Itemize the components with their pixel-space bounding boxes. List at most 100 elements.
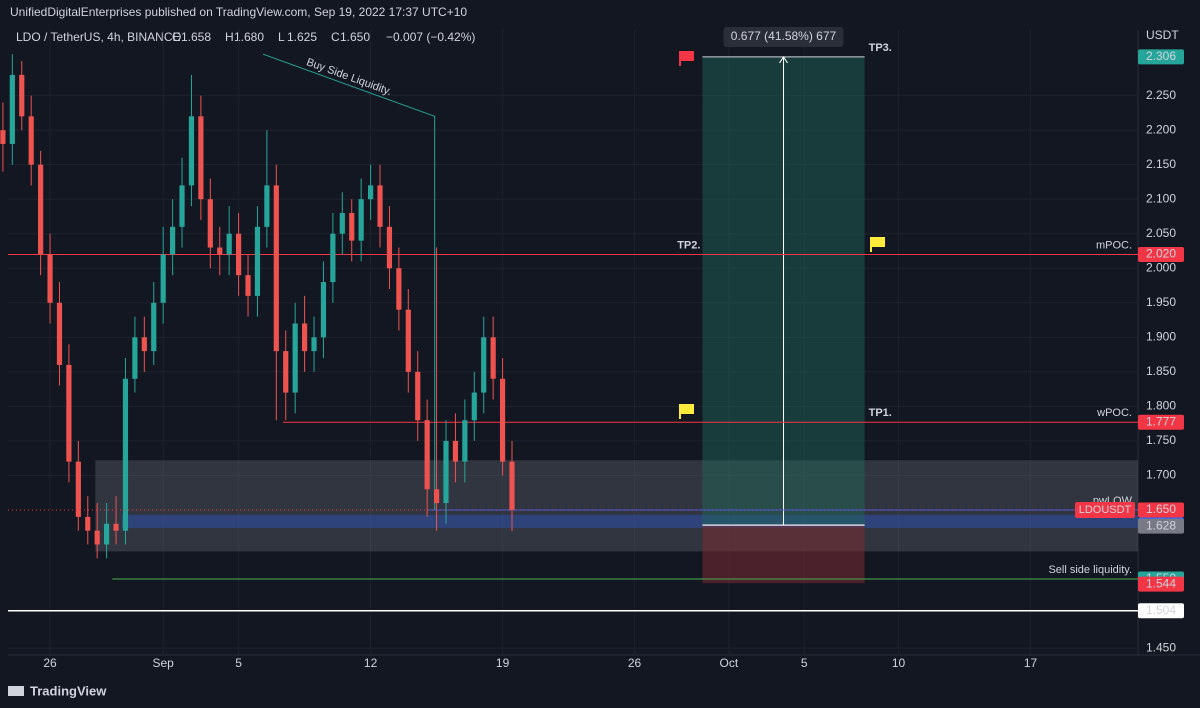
x-tick-label: 12: [364, 656, 378, 670]
price-tag-label: 1.777: [1146, 414, 1176, 428]
candle-body: [38, 164, 44, 255]
candle-body: [207, 199, 213, 248]
ohlc-value: 1.625: [287, 30, 317, 44]
x-tick-label: 10: [892, 656, 906, 670]
flag: [871, 237, 885, 247]
flag: [680, 51, 694, 61]
candle-body: [94, 530, 100, 545]
candle-body: [236, 233, 242, 276]
candle-body: [349, 213, 355, 241]
footer-brand: TradingView: [30, 683, 107, 698]
candle-body: [462, 420, 468, 462]
y-tick-label: 1.700: [1146, 468, 1176, 482]
candle-body: [217, 247, 223, 255]
candle-body: [330, 233, 336, 283]
target-label: TP3.: [869, 42, 892, 54]
candle-body: [481, 337, 487, 393]
price-tag-label: 1.650: [1146, 502, 1176, 516]
candle-body: [273, 185, 279, 352]
candle-body: [151, 302, 157, 352]
last-price-name: LDOUSDT: [1079, 504, 1132, 516]
candle-body: [160, 254, 166, 303]
price-tag: [1138, 414, 1184, 430]
x-tick-label: 5: [235, 656, 242, 670]
candle-body: [226, 233, 232, 255]
level-label: wPOC.: [1096, 407, 1132, 419]
arrow-head: [779, 56, 788, 64]
zone: [121, 514, 1139, 528]
y-tick-label: 1.850: [1146, 364, 1176, 378]
stop-zone: [702, 525, 865, 584]
ohlc-value: 1.680: [234, 30, 264, 44]
price-tag-label: 1.504: [1146, 603, 1176, 617]
candle-body: [254, 226, 261, 296]
candle-body: [377, 185, 383, 227]
candle-body: [405, 309, 411, 372]
candle-body: [170, 226, 176, 255]
candle-body: [490, 337, 496, 379]
candle-body: [283, 351, 289, 393]
candle-body: [320, 282, 327, 338]
price-tag-label: 1.628: [1146, 518, 1176, 532]
y-tick-label: 1.450: [1146, 640, 1176, 654]
x-tick-label: 5: [801, 656, 808, 670]
target-label: TP1.: [869, 407, 892, 419]
y-tick-label: 1.800: [1146, 399, 1176, 413]
y-tick-label: 2.100: [1146, 191, 1176, 205]
candle-body: [188, 116, 195, 186]
candle-body: [85, 516, 91, 531]
candle-body: [56, 302, 63, 365]
candle-body: [509, 461, 515, 510]
y-tick-label: 1.750: [1146, 433, 1176, 447]
candle-body: [28, 116, 34, 165]
x-tick-label: 26: [628, 656, 642, 670]
candle-body: [311, 337, 317, 352]
x-tick-label: 26: [43, 656, 57, 670]
logo: [8, 686, 24, 696]
stats-box: [723, 27, 844, 47]
price-tag-label: 1.544: [1146, 576, 1176, 590]
symbol-title: LDO / TetherUS, 4h, BINANCE: [16, 30, 181, 44]
candle-body: [198, 116, 204, 200]
price-tag: [1138, 246, 1184, 262]
candle-body: [264, 185, 270, 227]
publisher: UnifiedDigitalEnterprises published on T…: [10, 5, 467, 19]
y-tick-label: 2.200: [1146, 122, 1176, 136]
candle-body: [339, 213, 345, 234]
drawing-line: [262, 53, 436, 510]
x-tick-label: 17: [1024, 656, 1038, 670]
ohlc-name: L: [278, 30, 285, 44]
unit: USDT: [1146, 28, 1179, 42]
candle-body: [113, 523, 119, 531]
candle-body: [245, 275, 251, 296]
y-tick-label: 2.000: [1146, 260, 1176, 274]
candle-body: [104, 523, 110, 545]
zone: [95, 460, 1139, 552]
candle-body: [443, 440, 449, 504]
y-tick-label: 2.050: [1146, 226, 1176, 240]
candle-body: [292, 323, 298, 393]
candle-body: [499, 378, 506, 462]
candle-body: [0, 130, 6, 144]
ohlc-value: 1.658: [181, 30, 211, 44]
candle-body: [132, 337, 138, 379]
target-label: TP2.: [677, 239, 700, 251]
y-tick-label: 2.250: [1146, 88, 1176, 102]
candle-body: [358, 199, 364, 241]
x-tick-label: Sep: [152, 656, 174, 670]
candle-body: [122, 378, 129, 531]
candle-body: [179, 185, 185, 227]
y-tick-label: 2.150: [1146, 157, 1176, 171]
candle-body: [47, 254, 53, 303]
y-tick-label: 1.950: [1146, 295, 1176, 309]
price-tag: [1138, 49, 1184, 65]
price-tag-label: 2.020: [1146, 247, 1176, 261]
price-tag: [1138, 502, 1184, 518]
x-tick-label: 19: [496, 656, 510, 670]
candle-body: [452, 440, 459, 462]
ohlc-name: H: [225, 30, 234, 44]
price-tag: [1138, 576, 1184, 592]
price-tag: [1138, 603, 1184, 619]
level-label: Sell side liquidity.: [1048, 564, 1132, 576]
